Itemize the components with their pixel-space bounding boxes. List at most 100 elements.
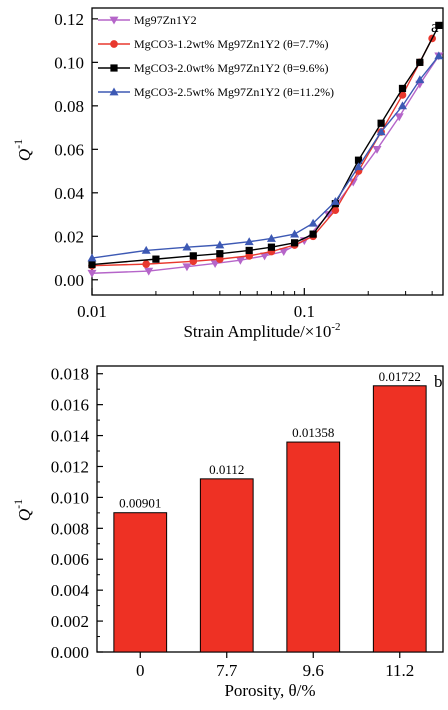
chart-a-data-point [245,246,253,255]
chart-b-y-axis-label-main: Q [15,509,34,521]
chart-a-data-point [142,260,151,268]
chart-a-data-point [348,178,358,187]
chart-b-y-tick-label: 0.006 [51,550,89,569]
chart-b-y-tick-label: 0.002 [51,612,89,631]
chart-a-x-tick-label: 0.01 [77,302,107,321]
chart-a-legend-entry: MgCO3-2.5wt% Mg97Zn1Y2 (θ=11.2%) [98,85,334,99]
chart-a-series-line [91,55,440,259]
chart-a-y-axis-label: Q-1 [11,139,34,161]
chart-a-data-point [189,252,197,260]
chart-a-data-point [87,269,97,278]
chart-a-data-point [435,21,443,29]
chart-a-data-point [144,267,154,276]
chart-a-legend-marker [109,87,119,96]
chart-a-data-point [260,252,270,261]
chart-a-series-line [91,25,440,266]
chart-a-data-point [182,263,192,272]
chart-a-x-tick-label: 0.1 [294,302,315,321]
chart-a-x-axis-label: Strain Amplitude/×10-2 [183,321,340,341]
chart-b-x-tick-label: 7.7 [216,661,238,680]
chart-a-data-point [397,101,407,110]
chart-a-data-point [266,233,276,242]
chart-a-data-point [290,229,300,238]
chart-a-data-point [210,260,220,268]
chart-a-data-point [216,250,224,258]
chart-a-data-point [394,113,404,122]
chart-a-y-axis-label-main: Q [15,149,34,161]
chart-a-data-point [88,260,96,269]
chart-a-data-point [377,119,385,127]
chart-a-data-point [398,91,407,99]
chart-a-y-tick-label: 0.12 [54,10,84,29]
chart-a-data-point [152,255,160,263]
chart-b-bar [286,441,341,653]
chart-a-data-point [434,51,444,60]
chart-a-y-tick-label: 0.08 [54,97,84,116]
chart-b-bar [372,385,427,653]
chart-a-legend-label: MgCO3-2.5wt% Mg97Zn1Y2 (θ=11.2%) [134,85,334,99]
chart-a-y-axis-label-sup: -1 [11,139,25,149]
chart-b-frame [96,365,444,653]
chart-a-legend-marker [109,16,119,25]
chart-b-y-axis-label-sup: -1 [11,499,25,509]
chart-a-legend-label: MgCO3-2.0wt% Mg97Zn1Y2 (θ=9.6%) [134,61,329,75]
chart-b-y-tick-label: 0.016 [51,396,89,415]
chart-b-y-tick-label: 0.012 [51,457,89,476]
chart-a-data-point [182,242,192,251]
chart-b-y-tick-label: 0.008 [51,519,89,538]
chart-a-data-point [330,197,340,205]
chart-a-data-point [235,256,245,265]
chart-a-series-3 [87,51,444,262]
chart-b-bar-value-label: 0.01358 [292,425,334,440]
chart-a-data-point [279,248,289,257]
chart-b-x-tick-label: 11.2 [385,661,414,680]
chart-a-frame [91,7,444,296]
chart-b-x-tick-label: 0 [136,661,145,680]
chart-b-y-tick-label: 0.018 [51,365,89,384]
chart-a-data-point [308,218,318,227]
chart-b-y-axis-label: Q-1 [11,499,34,521]
chart-a-y-tick-label: 0.00 [54,271,84,290]
chart-b-y-tick-label: 0.004 [51,581,90,600]
chart-b-bar [199,478,254,653]
chart-a-data-point [215,240,225,249]
chart-a-series-line [91,38,433,267]
chart-a-data-point [87,253,97,262]
chart-a-data-point [309,230,317,238]
chart-b-bar-value-label: 0.0112 [209,462,244,477]
chart-b-panel-label: b [434,372,443,391]
chart-a-y-tick-label: 0.10 [54,53,84,72]
chart-a-legend-entry: MgCO3-1.2wt% Mg97Zn1Y2 (θ=7.7%) [98,37,329,51]
chart-a-series-2 [88,21,443,269]
chart-a-legend-label: MgCO3-1.2wt% Mg97Zn1Y2 (θ=7.7%) [134,37,329,51]
chart-a-data-point [415,75,425,84]
chart-a-x-axis-label-main: Strain Amplitude/×10 [183,322,331,341]
chart-a-data-point [354,156,363,164]
chart-a-data-point [141,245,151,254]
chart-a-data-point [290,239,299,247]
chart-a-y-tick-label: 0.04 [54,184,84,203]
chart-a-data-point [244,237,254,246]
chart-a-data-point [267,243,276,251]
chart-a-legend-label: Mg97Zn1Y2 [134,13,197,27]
chart-a-data-point [372,145,382,154]
chart-a-data-point [416,58,424,66]
chart-b-x-axis-label: Porosity, θ/% [224,681,315,700]
chart-b-bar-value-label: 0.00901 [119,496,161,511]
chart-a-legend-entry: MgCO3-2.0wt% Mg97Zn1Y2 (θ=9.6%) [98,61,329,75]
chart-b-bar-value-label: 0.01722 [379,369,421,384]
chart-a-data-point [331,206,340,215]
chart-b-x-tick-label: 9.6 [303,661,324,680]
chart-a-y-tick-label: 0.06 [54,140,84,159]
chart-a-data-point [398,84,407,93]
chart-a-x-axis-label-sup: -2 [331,321,340,333]
chart-a-y-tick-label: 0.02 [54,227,84,246]
chart-b-bar [113,512,168,653]
chart-a-panel-label: a [431,17,439,36]
chart-a-legend-marker [110,64,118,72]
chart-a: 0.00 0.02 0.04 0.06 0.08 0.10 0.12 0.01 0.1 Mg9… [11,7,444,341]
chart-a-data-point [354,162,364,171]
chart-a-legend-entry: Mg97Zn1Y2 [98,13,197,27]
chart-a-legend-marker [110,40,118,48]
